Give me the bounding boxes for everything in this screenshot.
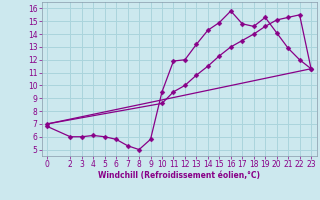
X-axis label: Windchill (Refroidissement éolien,°C): Windchill (Refroidissement éolien,°C) (98, 171, 260, 180)
